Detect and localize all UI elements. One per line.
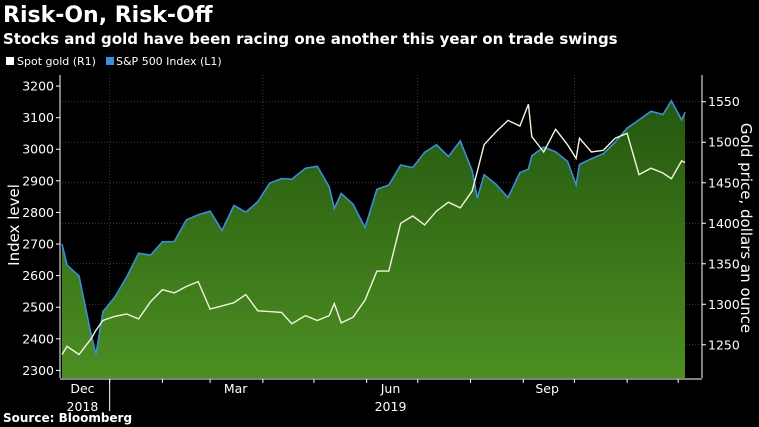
right-tick-label: 1250 bbox=[708, 337, 740, 352]
x-year-label: 2019 bbox=[375, 399, 407, 414]
sp500-line bbox=[61, 99, 686, 355]
left-axis-label: Index level bbox=[5, 184, 23, 266]
sp500-area bbox=[62, 100, 685, 379]
right-tick-label: 1350 bbox=[708, 256, 740, 271]
left-tick-label: 2900 bbox=[22, 173, 54, 188]
left-tick-label: 2700 bbox=[22, 237, 54, 252]
x-tick-label: Mar bbox=[224, 381, 248, 396]
right-tick-label: 1500 bbox=[708, 135, 740, 150]
legend: Spot gold (R1) S&P 500 Index (L1) bbox=[6, 55, 222, 68]
left-tick-label: 2800 bbox=[22, 205, 54, 220]
left-tick-label: 3000 bbox=[22, 142, 54, 157]
right-tick-label: 1300 bbox=[708, 297, 740, 312]
gold-line bbox=[61, 103, 686, 356]
legend-swatch-gold bbox=[6, 57, 14, 65]
legend-swatch-sp500 bbox=[106, 57, 114, 65]
chart-title: Risk-On, Risk-Off bbox=[3, 3, 214, 28]
left-tick-label: 2300 bbox=[22, 363, 54, 378]
right-tick-label: 1450 bbox=[708, 175, 740, 190]
left-tick-label: 2500 bbox=[22, 300, 54, 315]
left-tick-label: 3100 bbox=[22, 110, 54, 125]
legend-label-gold: Spot gold (R1) bbox=[17, 55, 96, 68]
x-year-label: 2018 bbox=[67, 399, 99, 414]
left-tick-label: 2600 bbox=[22, 268, 54, 283]
chart-subtitle: Stocks and gold have been racing one ano… bbox=[3, 30, 618, 48]
x-tick-label: Jun bbox=[380, 381, 401, 396]
source-note: Source: Bloomberg bbox=[3, 411, 132, 425]
axes: 2300 2400 2500 2600 2700 2800 2900 3000 3100 3200… bbox=[22, 75, 740, 414]
right-axis-label: Gold price, dollars an ounce bbox=[737, 123, 755, 333]
left-tick-label: 3200 bbox=[22, 79, 54, 94]
x-tick-label: Sep bbox=[535, 381, 559, 396]
legend-label-sp500: S&P 500 Index (L1) bbox=[116, 55, 222, 68]
left-tick-label: 2400 bbox=[22, 331, 54, 346]
x-tick-label: Dec bbox=[70, 381, 94, 396]
right-tick-label: 1550 bbox=[708, 94, 740, 109]
right-tick-label: 1400 bbox=[708, 216, 740, 231]
